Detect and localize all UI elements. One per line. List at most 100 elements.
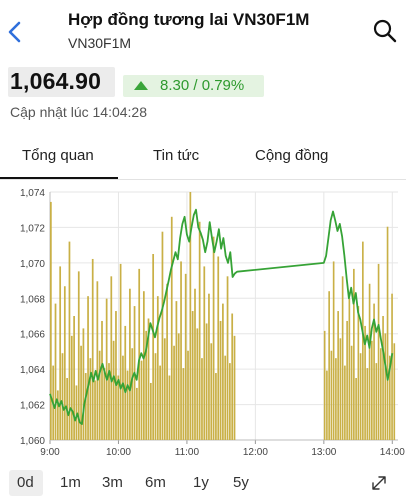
- volume-bar: [96, 281, 99, 440]
- volume-bar: [328, 291, 330, 440]
- volume-bar: [364, 325, 366, 440]
- volume-bar: [103, 368, 106, 440]
- volume-bar: [136, 387, 138, 440]
- volume-bar: [175, 301, 178, 440]
- volume-bar: [373, 303, 375, 440]
- volume-bar: [194, 288, 196, 440]
- x-tick-label: 13:00: [311, 447, 336, 458]
- volume-bar: [355, 378, 357, 440]
- expand-icon: [372, 476, 386, 490]
- price-change: 8.30 / 0.79%: [160, 77, 245, 94]
- volume-bar: [335, 358, 337, 440]
- volume-bar: [112, 340, 115, 440]
- volume-bar: [191, 311, 194, 440]
- volume-bar: [366, 368, 369, 440]
- volume-bar: [63, 286, 66, 440]
- volume-bar: [379, 348, 382, 440]
- x-tick-label: 12:00: [243, 447, 268, 458]
- volume-bar: [226, 276, 229, 440]
- volume-bar: [180, 261, 182, 440]
- volume-bar: [326, 370, 328, 440]
- volume-bar: [168, 375, 171, 440]
- back-button[interactable]: [4, 18, 28, 46]
- volume-bar: [173, 345, 175, 440]
- volume-bar: [110, 276, 113, 440]
- range-1y[interactable]: 1y: [193, 474, 209, 491]
- app-header: Hợp đồng tương lai VN30F1M VN30F1M: [0, 0, 406, 56]
- volume-bar: [147, 318, 150, 440]
- range-0d[interactable]: 0d: [17, 474, 34, 491]
- volume-bar: [124, 325, 127, 440]
- y-tick-label: 1,062: [20, 401, 45, 412]
- range-5y[interactable]: 5y: [233, 474, 249, 491]
- volume-bar: [187, 350, 189, 440]
- volume-bar: [54, 303, 57, 440]
- volume-bar: [357, 306, 360, 440]
- volume-bar: [138, 268, 141, 440]
- volume-bar: [203, 266, 206, 440]
- tab-bar: Tổng quan Tin tức Cộng đồng: [0, 138, 406, 180]
- intraday-chart[interactable]: 1,074 1,072 1,070 1,068 1,066 1,064 1,062 1,060…: [0, 180, 406, 465]
- volume-bar: [82, 328, 85, 440]
- volume-bar: [131, 348, 134, 440]
- volume-bar: [140, 360, 143, 440]
- volume-bar: [323, 330, 326, 440]
- expand-button[interactable]: [370, 474, 388, 492]
- volume-bar: [70, 335, 73, 440]
- volume-bar: [159, 365, 161, 440]
- volume-bar: [222, 303, 224, 440]
- tab-community[interactable]: Cộng đồng: [255, 147, 329, 164]
- volume-bar: [166, 283, 168, 440]
- range-selector: 0d 1m 3m 6m 1y 5y: [0, 468, 406, 498]
- y-tick-label: 1,072: [20, 223, 45, 234]
- volume-bar: [229, 363, 231, 440]
- volume-bar: [61, 353, 64, 440]
- volume-bar: [170, 216, 173, 440]
- up-arrow-icon: [134, 81, 148, 90]
- volume-bar: [341, 276, 344, 440]
- tab-news[interactable]: Tin tức: [153, 147, 200, 164]
- volume-bar: [50, 201, 52, 440]
- volume-bar: [59, 266, 62, 440]
- volume-bar: [145, 330, 148, 440]
- volume-bar: [129, 288, 131, 440]
- volume-bar: [163, 338, 166, 440]
- volume-bar: [332, 261, 335, 440]
- last-price: 1,064.90: [10, 68, 102, 94]
- volume-bar: [393, 343, 396, 440]
- volume-bar: [377, 263, 380, 440]
- range-1m[interactable]: 1m: [60, 474, 81, 491]
- volume-bar: [384, 333, 387, 440]
- search-button[interactable]: [372, 18, 398, 44]
- volume-bar: [68, 241, 71, 440]
- volume-bar: [182, 368, 185, 440]
- volume-bar: [161, 231, 164, 440]
- volume-bar: [208, 293, 210, 440]
- x-tick-label: 9:00: [40, 447, 60, 458]
- volume-bar: [84, 373, 87, 440]
- active-tab-indicator: [0, 177, 118, 179]
- volume-bar: [359, 353, 362, 440]
- y-tick-label: 1,064: [20, 365, 45, 376]
- volume-bar: [87, 296, 89, 440]
- search-icon: [373, 19, 397, 43]
- volume-bar: [350, 345, 353, 440]
- y-tick-label: 1,068: [20, 294, 45, 305]
- volume-bars: [50, 192, 396, 440]
- volume-bar: [94, 380, 96, 440]
- tab-overview[interactable]: Tổng quan: [22, 147, 94, 164]
- volume-bar: [152, 254, 155, 440]
- volume-bar: [122, 355, 124, 440]
- volume-bar: [348, 298, 351, 440]
- price-line: [49, 208, 394, 425]
- y-tick-label: 1,066: [20, 330, 45, 341]
- volume-bar: [156, 296, 159, 440]
- volume-bar: [391, 293, 393, 440]
- volume-bar: [108, 363, 110, 440]
- range-3m[interactable]: 3m: [102, 474, 123, 491]
- volume-bar: [224, 355, 227, 440]
- range-6m[interactable]: 6m: [145, 474, 166, 491]
- volume-bar: [142, 291, 145, 440]
- price-highlight: [8, 67, 115, 97]
- volume-bar: [189, 192, 192, 440]
